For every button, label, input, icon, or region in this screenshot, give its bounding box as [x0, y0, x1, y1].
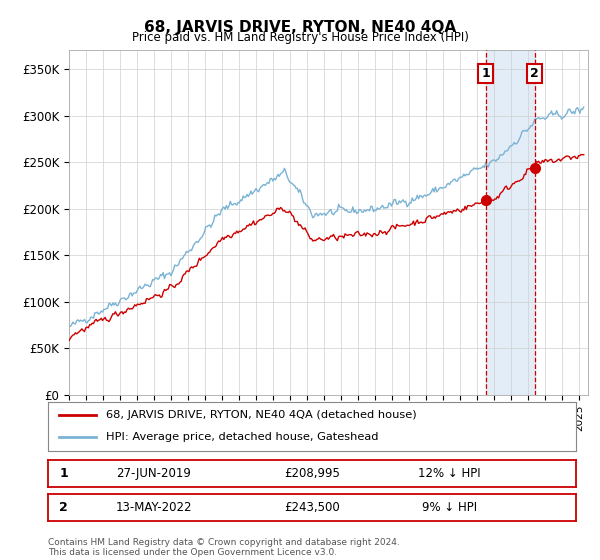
- Text: Price paid vs. HM Land Registry's House Price Index (HPI): Price paid vs. HM Land Registry's House …: [131, 31, 469, 44]
- Text: 9% ↓ HPI: 9% ↓ HPI: [422, 501, 477, 514]
- Text: 12% ↓ HPI: 12% ↓ HPI: [418, 467, 481, 480]
- Text: 2: 2: [530, 67, 539, 80]
- Text: 68, JARVIS DRIVE, RYTON, NE40 4QA: 68, JARVIS DRIVE, RYTON, NE40 4QA: [144, 20, 456, 35]
- Text: 1: 1: [59, 467, 68, 480]
- Text: £243,500: £243,500: [284, 501, 340, 514]
- Text: HPI: Average price, detached house, Gateshead: HPI: Average price, detached house, Gate…: [106, 432, 379, 442]
- Text: 68, JARVIS DRIVE, RYTON, NE40 4QA (detached house): 68, JARVIS DRIVE, RYTON, NE40 4QA (detac…: [106, 410, 417, 421]
- Text: £208,995: £208,995: [284, 467, 340, 480]
- Text: 27-JUN-2019: 27-JUN-2019: [116, 467, 191, 480]
- Bar: [485, 50, 535, 395]
- Text: Contains HM Land Registry data © Crown copyright and database right 2024.
This d: Contains HM Land Registry data © Crown c…: [48, 538, 400, 557]
- Text: 1: 1: [481, 67, 490, 80]
- Text: 13-MAY-2022: 13-MAY-2022: [115, 501, 192, 514]
- Text: 2: 2: [59, 501, 68, 514]
